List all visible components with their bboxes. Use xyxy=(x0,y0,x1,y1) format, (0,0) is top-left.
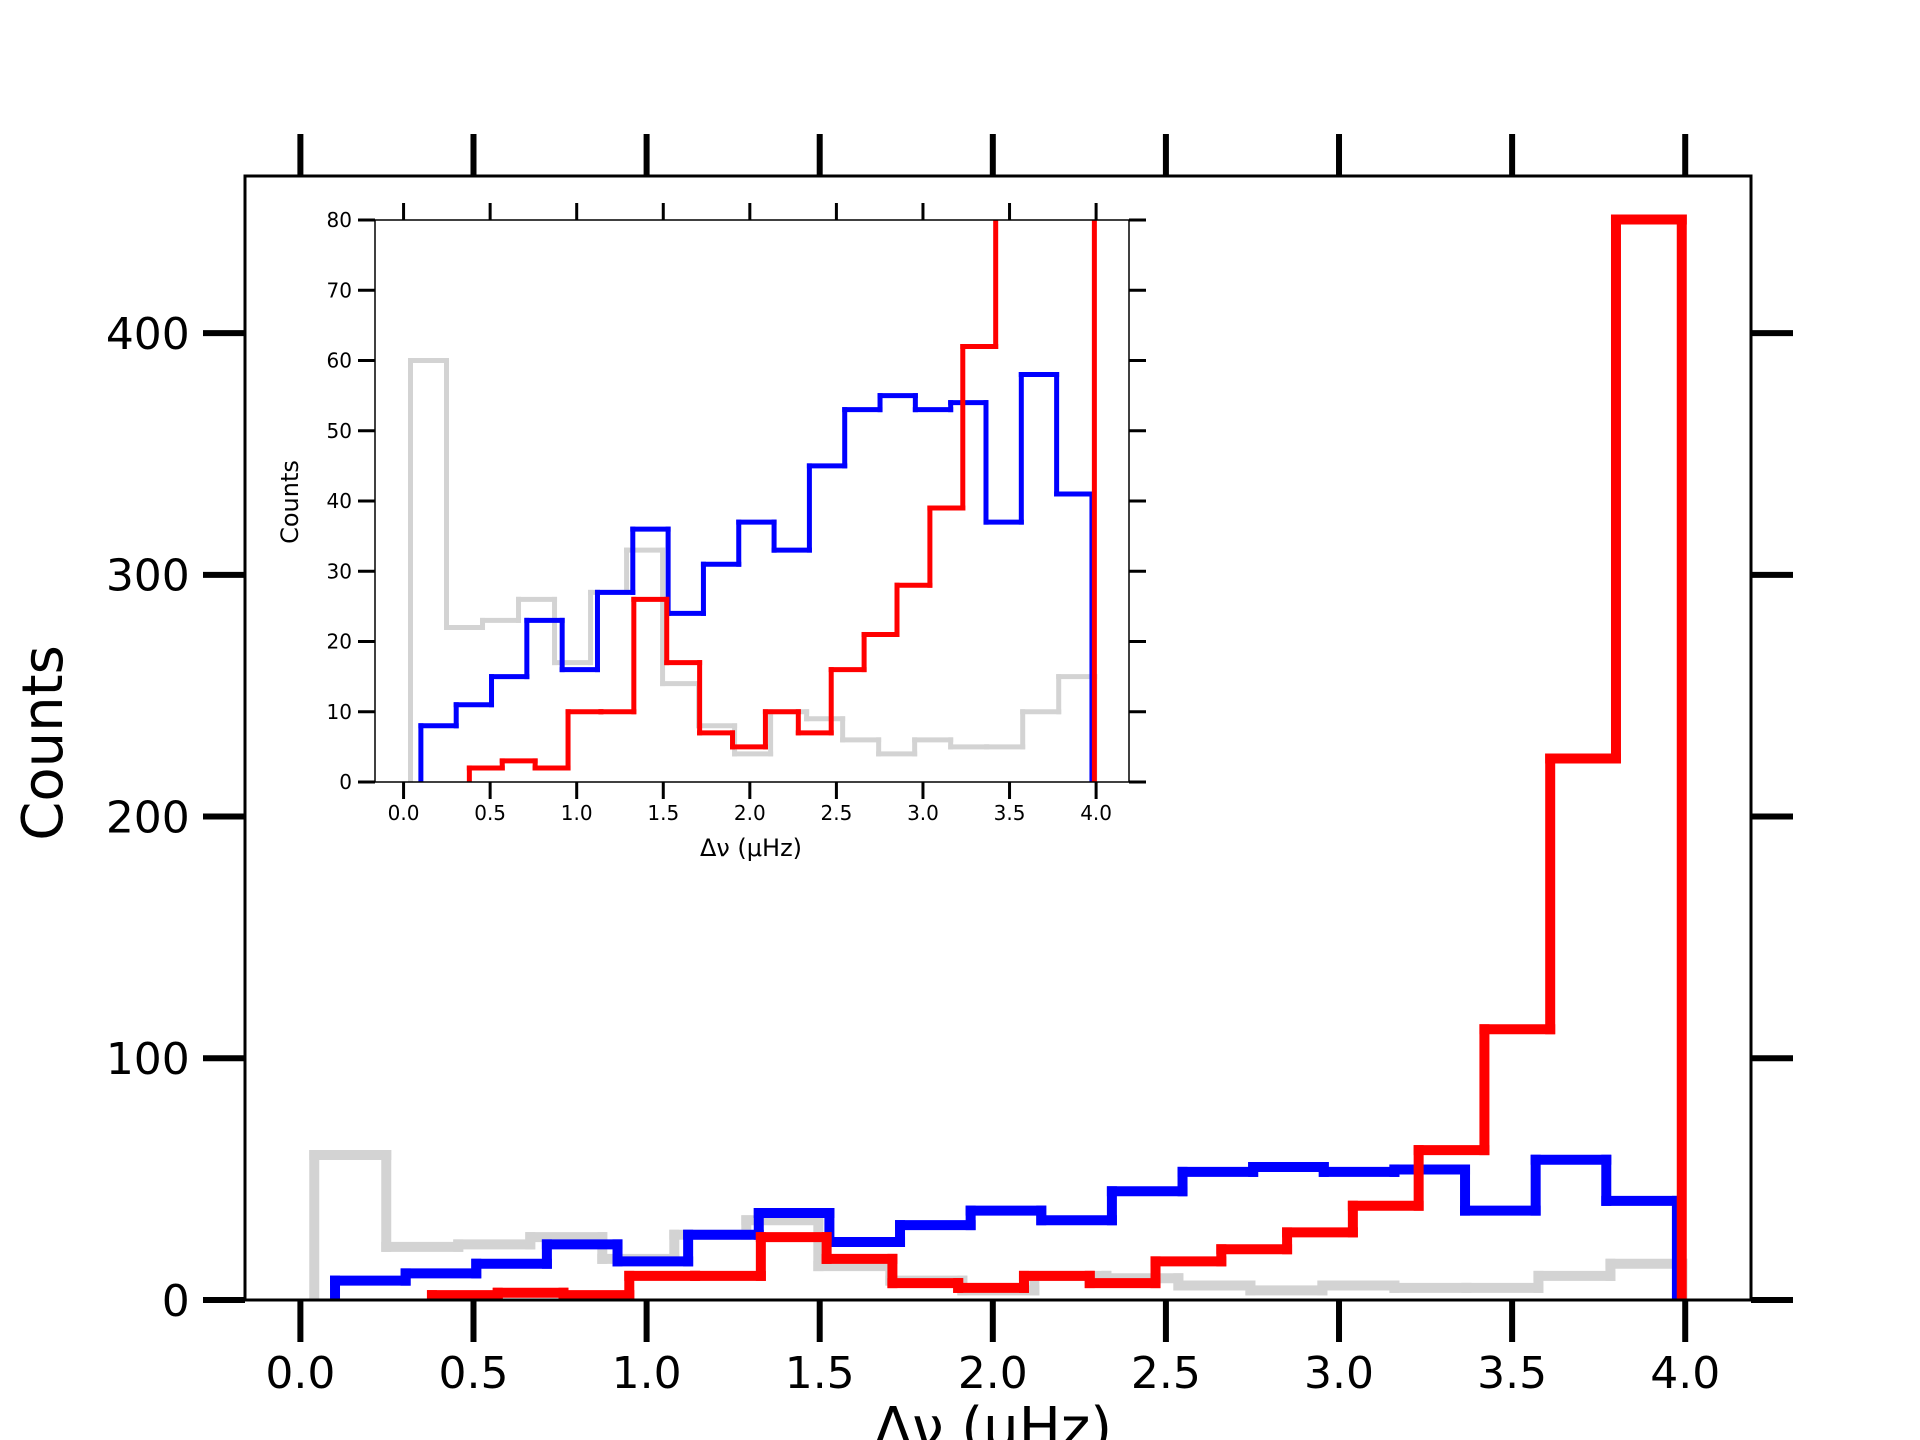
y-tick-label: 300 xyxy=(106,551,190,602)
x-tick-label: 1.5 xyxy=(647,801,679,825)
y-tick-label: 30 xyxy=(327,559,352,583)
x-tick-label: 1.0 xyxy=(612,1348,682,1399)
y-axis-label: Counts xyxy=(11,645,76,840)
x-tick-label: 0.5 xyxy=(474,801,506,825)
x-tick-label: 2.5 xyxy=(1131,1348,1201,1399)
y-tick-label: 50 xyxy=(327,419,352,443)
y-tick-label: 10 xyxy=(327,700,352,724)
inset-background xyxy=(375,220,1129,782)
plot-area xyxy=(309,214,1688,1300)
x-tick-label: 4.0 xyxy=(1650,1348,1720,1399)
x-axis-label: Δν (μHz) xyxy=(874,1396,1112,1440)
x-tick-label: 3.5 xyxy=(994,801,1026,825)
x-tick-label: 2.0 xyxy=(734,801,766,825)
x-axis-label: Δν (μHz) xyxy=(700,834,802,862)
x-tick-label: 0.5 xyxy=(439,1348,509,1399)
plot-area xyxy=(407,220,1098,782)
histogram-series xyxy=(330,1154,1682,1300)
x-tick-label: 1.0 xyxy=(561,801,593,825)
histogram-series xyxy=(426,214,1687,1300)
x-tick-label: 2.5 xyxy=(820,801,852,825)
y-axis-label: Counts xyxy=(276,460,304,544)
y-tick-label: 80 xyxy=(327,208,352,232)
x-tick-label: 0.0 xyxy=(388,801,420,825)
axes-frame xyxy=(243,174,1753,1302)
y-tick-label: 70 xyxy=(327,278,352,302)
y-tick-label: 40 xyxy=(327,489,352,513)
y-tick-label: 20 xyxy=(327,630,352,654)
x-tick-label: 0.0 xyxy=(265,1348,335,1399)
y-tick-label: 0 xyxy=(339,770,352,794)
y-tick-label: 200 xyxy=(106,792,190,843)
histogram-series xyxy=(466,220,1097,782)
y-tick-label: 400 xyxy=(106,309,190,360)
x-tick-label: 1.5 xyxy=(785,1348,855,1399)
y-tick-label: 100 xyxy=(106,1034,190,1085)
histogram-series xyxy=(309,1149,1688,1300)
x-tick-label: 4.0 xyxy=(1080,801,1112,825)
x-tick-label: 3.5 xyxy=(1477,1348,1547,1399)
histogram-series xyxy=(407,358,1098,782)
x-tick-label: 3.0 xyxy=(1304,1348,1374,1399)
y-tick-label: 60 xyxy=(327,349,352,373)
x-tick-label: 2.0 xyxy=(958,1348,1028,1399)
x-tick-label: 3.0 xyxy=(907,801,939,825)
y-tick-label: 0 xyxy=(162,1276,190,1327)
